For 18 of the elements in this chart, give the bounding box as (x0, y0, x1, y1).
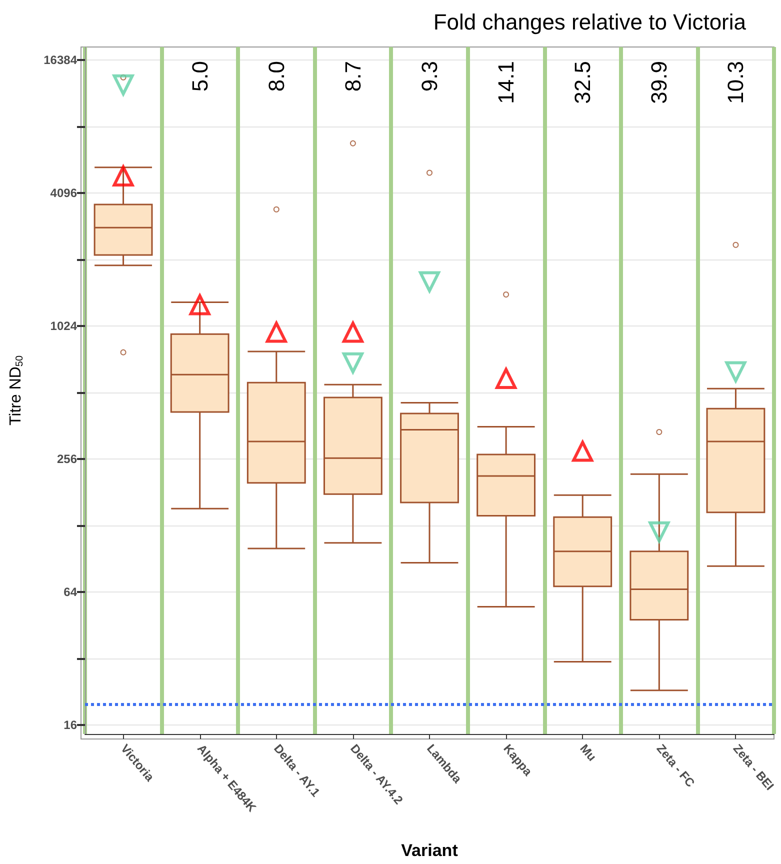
annotation: 10.3 (723, 61, 748, 104)
chart-title: Fold changes relative to Victoria (433, 10, 747, 34)
x-tick-label: Mu (577, 742, 600, 764)
y-axis-title: Titre ND50 (8, 355, 26, 426)
annotation: 39.9 (646, 61, 672, 104)
annotation: 5.0 (187, 61, 212, 92)
y-tick-label: 16384 (44, 53, 78, 68)
annotation: 14.1 (494, 61, 519, 104)
y-tick-label: 4096 (50, 186, 78, 200)
y-tick-label: 64 (64, 585, 78, 600)
annotation: 8.0 (264, 61, 289, 92)
x-axis-title: Variant (401, 841, 458, 860)
annotation: 8.7 (340, 61, 366, 92)
annotation: 32.5 (570, 61, 596, 104)
annotation: 9.3 (417, 61, 442, 92)
y-tick-label: 16 (64, 718, 78, 732)
y-tick-label: 256 (56, 452, 78, 466)
y-tick-label: 1024 (50, 319, 78, 334)
